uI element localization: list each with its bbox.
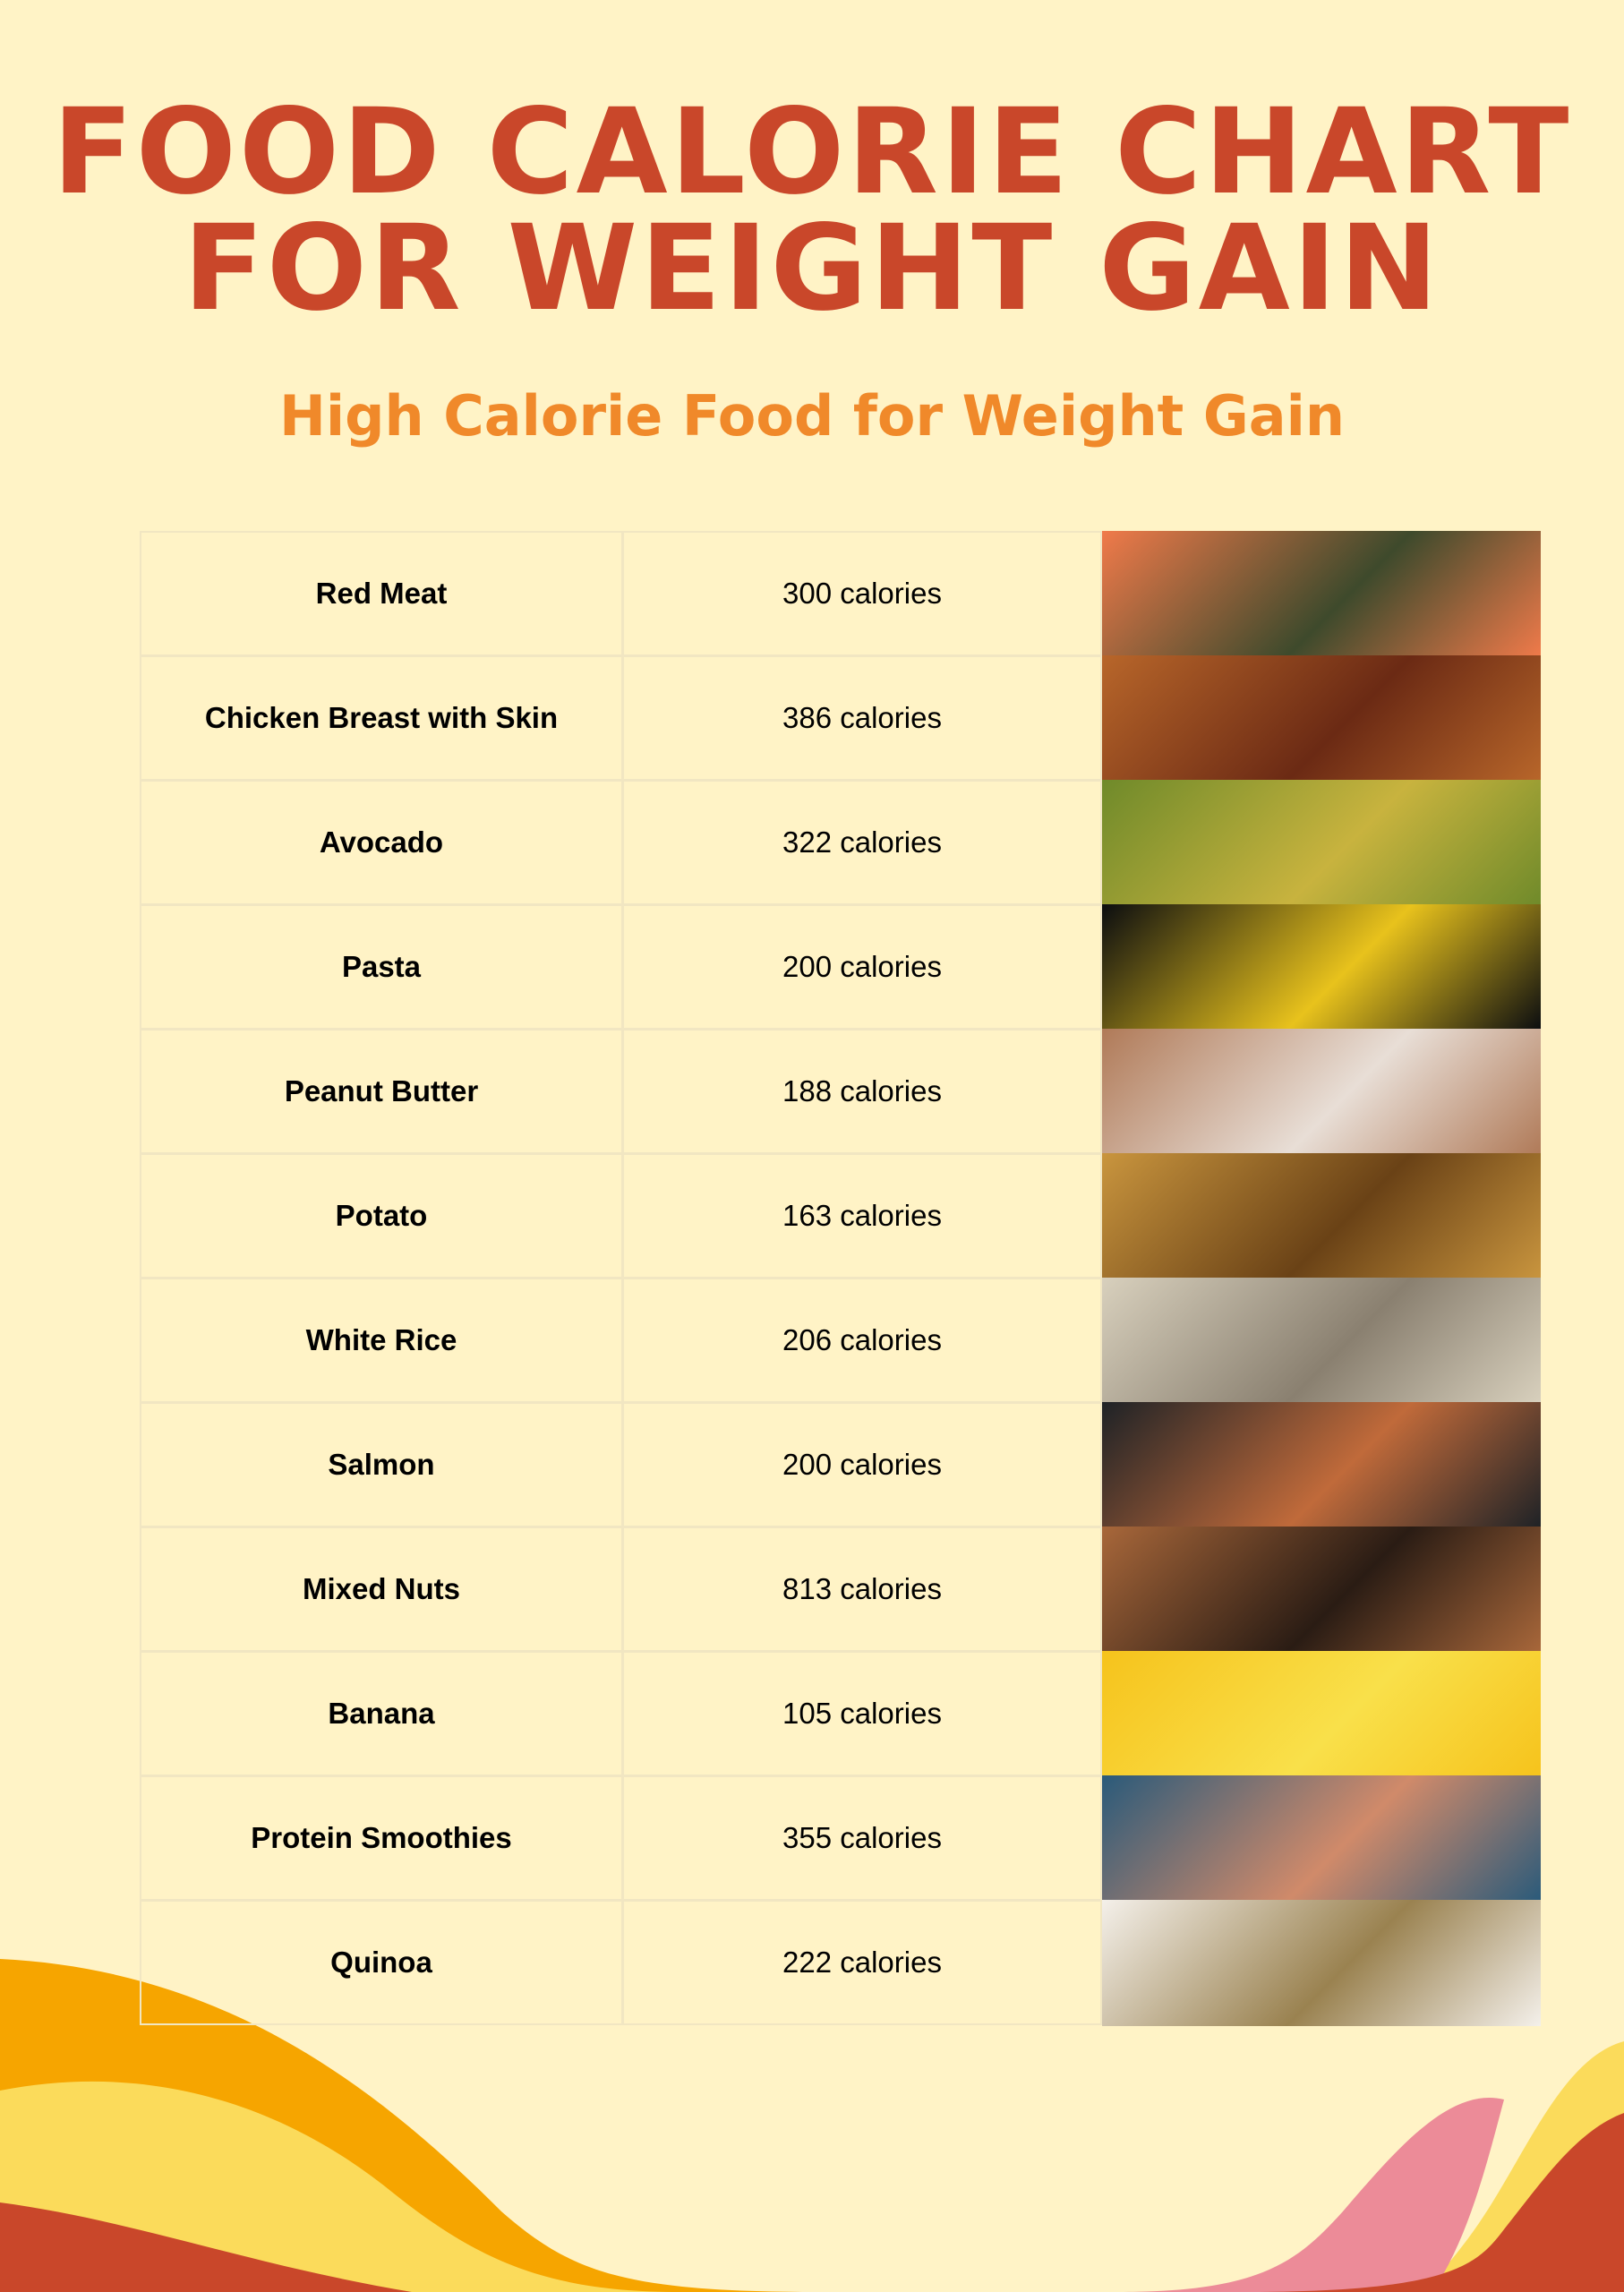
table-row: Pasta 200 calories <box>140 904 1541 1031</box>
food-image <box>1102 780 1541 906</box>
food-image <box>1102 904 1541 1031</box>
food-image <box>1102 1153 1541 1279</box>
food-calories: 813 calories <box>622 1527 1102 1652</box>
food-name: Quinoa <box>140 1900 623 2025</box>
food-image <box>1102 1402 1541 1528</box>
food-calories: 222 calories <box>622 1900 1102 2025</box>
food-name: Pasta <box>140 904 623 1030</box>
wave-pink <box>1119 2097 1504 2292</box>
food-name: Protein Smoothies <box>140 1775 623 1901</box>
title-line-1: FOOD CALORIE CHART <box>52 83 1572 221</box>
food-calories: 200 calories <box>622 904 1102 1030</box>
table-row: Protein Smoothies 355 calories <box>140 1775 1541 1902</box>
food-calories: 200 calories <box>622 1402 1102 1527</box>
table-row: Salmon 200 calories <box>140 1402 1541 1528</box>
table-row: Potato 163 calories <box>140 1153 1541 1279</box>
food-calories: 386 calories <box>622 655 1102 781</box>
food-image <box>1102 531 1541 657</box>
page-title: FOOD CALORIE CHART FOR WEIGHT GAIN <box>0 93 1624 328</box>
food-name: Salmon <box>140 1402 623 1527</box>
food-name: Red Meat <box>140 531 623 656</box>
food-image <box>1102 1278 1541 1404</box>
food-name: Peanut Butter <box>140 1029 623 1154</box>
table-row: White Rice 206 calories <box>140 1278 1541 1404</box>
wave-red-right <box>1244 2113 1624 2292</box>
table-row: Mixed Nuts 813 calories <box>140 1527 1541 1653</box>
table-row: Chicken Breast with Skin 386 calories <box>140 655 1541 782</box>
food-calories: 206 calories <box>622 1278 1102 1403</box>
food-calories: 322 calories <box>622 780 1102 905</box>
wave-red-left <box>0 2202 412 2292</box>
food-name: Potato <box>140 1153 623 1279</box>
food-name: White Rice <box>140 1278 623 1403</box>
food-calories: 105 calories <box>622 1651 1102 1776</box>
food-image <box>1102 655 1541 782</box>
food-name: Chicken Breast with Skin <box>140 655 623 781</box>
food-image <box>1102 1029 1541 1155</box>
food-image <box>1102 1900 1541 2026</box>
table-row: Red Meat 300 calories <box>140 531 1541 657</box>
table-row: Avocado 322 calories <box>140 780 1541 906</box>
page-subtitle: High Calorie Food for Weight Gain <box>279 383 1345 449</box>
table-row: Quinoa 222 calories <box>140 1900 1541 2026</box>
table-row: Peanut Butter 188 calories <box>140 1029 1541 1155</box>
food-calories: 188 calories <box>622 1029 1102 1154</box>
food-calories: 300 calories <box>622 531 1102 656</box>
food-name: Banana <box>140 1651 623 1776</box>
food-name: Avocado <box>140 780 623 905</box>
food-calories: 163 calories <box>622 1153 1102 1279</box>
food-image <box>1102 1651 1541 1777</box>
food-image <box>1102 1775 1541 1902</box>
calorie-table: Red Meat 300 calories Chicken Breast wit… <box>140 531 1541 2026</box>
table-row: Banana 105 calories <box>140 1651 1541 1777</box>
food-calories: 355 calories <box>622 1775 1102 1901</box>
food-name: Mixed Nuts <box>140 1527 623 1652</box>
title-line-2: FOR WEIGHT GAIN <box>183 200 1441 338</box>
food-image <box>1102 1527 1541 1653</box>
